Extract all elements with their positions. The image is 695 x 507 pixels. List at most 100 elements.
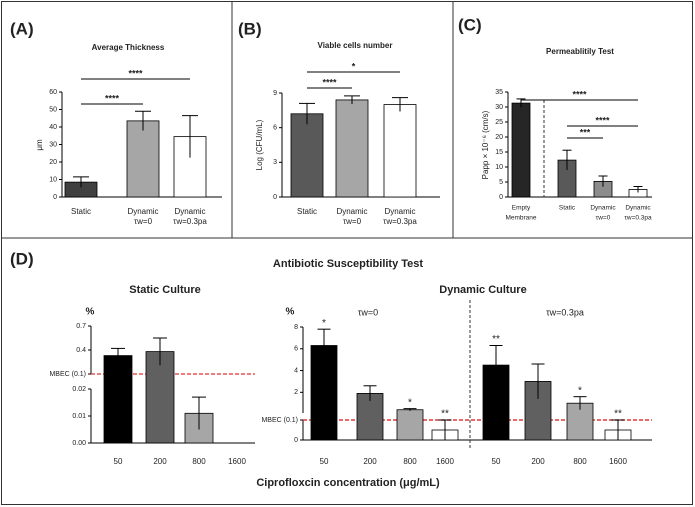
x-tick-label: τw=0: [596, 215, 611, 222]
x-tick-label: 1600: [609, 457, 627, 466]
y-tick-label: 30: [495, 104, 503, 111]
y-tick-label: 0.02: [72, 386, 86, 393]
x-tick-label: Static: [559, 205, 576, 212]
significance: ****: [128, 68, 143, 78]
x-tick-label: 50: [320, 457, 329, 466]
y-tick-label: 9: [273, 90, 277, 97]
x-axis-label: Ciprofloxcin concentration (μg/mL): [256, 477, 440, 489]
x-tick-label: 200: [153, 457, 167, 466]
y-tick-label: 0.4: [76, 347, 86, 354]
significance: *: [322, 318, 326, 329]
y-tick-label: 0: [294, 437, 298, 444]
y-tick-label: 2: [294, 389, 298, 396]
significance: *: [578, 385, 582, 396]
x-tick-label: Dynamic: [127, 207, 158, 216]
y-tick-label: 0.7: [76, 323, 86, 330]
y-axis-label: %: [286, 307, 295, 318]
y-tick-label: 8: [294, 324, 298, 331]
x-tick-label: 800: [403, 457, 417, 466]
y-tick-label: 15: [495, 149, 503, 156]
bar: [310, 345, 338, 441]
panel-label: (B): [238, 19, 262, 38]
bar: [511, 102, 531, 198]
y-tick-label: 10: [49, 176, 57, 183]
x-tick-label: 800: [573, 457, 587, 466]
chart-title: Permeablitily Test: [546, 47, 614, 56]
significance: ***: [580, 127, 591, 137]
y-tick-label: 0: [53, 194, 57, 201]
x-tick-label: 800: [192, 457, 206, 466]
bar: [396, 409, 424, 441]
significance: **: [492, 334, 500, 345]
x-tick-label: 50: [492, 457, 501, 466]
y-tick-label: 0.01: [72, 413, 86, 420]
x-tick-label: Dynamic: [384, 207, 415, 216]
group-label: τw=0.3pa: [546, 307, 584, 317]
bar: [290, 113, 324, 198]
group-label: τw=0: [358, 307, 378, 317]
y-tick-label: 5: [499, 179, 503, 186]
bar: [383, 104, 417, 198]
x-tick-label: Dynamic: [336, 207, 367, 216]
x-tick-label: Static: [297, 207, 317, 216]
y-axis-label: Papp × 10⁻⁶ (cm/s): [481, 110, 490, 179]
panel-label: (A): [10, 19, 34, 38]
chart-title: Static Culture: [129, 284, 201, 296]
y-tick-label: 50: [49, 106, 57, 113]
y-tick-label: MBEC (0.1): [49, 371, 86, 378]
y-tick-label: 60: [49, 89, 57, 96]
x-tick-label: τw=0: [134, 217, 153, 226]
chart-title: Dynamic Culture: [439, 284, 526, 296]
y-tick-label: 10: [495, 164, 503, 171]
x-tick-label: Empty: [512, 205, 531, 212]
y-tick-label: 0.00: [72, 440, 86, 447]
x-tick-label: 1600: [436, 457, 454, 466]
y-tick-label: 25: [495, 119, 503, 126]
x-tick-label: Dynamic: [590, 205, 616, 212]
significance: **: [441, 409, 449, 420]
x-tick-label: Static: [71, 207, 91, 216]
x-tick-label: τw=0.3pa: [173, 217, 207, 226]
panel-label: (C): [458, 15, 482, 34]
significance: ****: [595, 115, 610, 125]
x-tick-label: 200: [363, 457, 377, 466]
y-tick-label: 35: [495, 89, 503, 96]
y-tick-label: MBEC (0.1): [261, 417, 298, 424]
y-tick-label: 6: [273, 125, 277, 132]
panel-label: (D): [10, 249, 34, 268]
significance: *: [352, 61, 356, 71]
x-tick-label: τw=0: [343, 217, 362, 226]
y-tick-label: 3: [273, 159, 277, 166]
y-axis-label: %: [86, 307, 95, 318]
y-axis-label: μm: [35, 139, 44, 151]
significance: *: [408, 397, 412, 408]
bar: [103, 355, 133, 444]
chart-title: Average Thickness: [92, 43, 165, 52]
y-tick-label: 0: [273, 194, 277, 201]
x-tick-label: Membrane: [505, 215, 536, 222]
y-tick-label: 0: [499, 194, 503, 201]
significance: ****: [322, 77, 337, 87]
y-tick-label: 6: [294, 346, 298, 353]
bar: [335, 99, 369, 198]
significance: ****: [105, 93, 120, 103]
x-tick-label: 1600: [228, 457, 246, 466]
x-tick-label: Dynamic: [174, 207, 205, 216]
bar: [145, 351, 175, 444]
chart-title: Viable cells number: [318, 41, 393, 50]
x-tick-label: 50: [114, 457, 123, 466]
x-tick-label: τw=0.3pa: [383, 217, 417, 226]
panel-title: Antibiotic Susceptibility Test: [273, 258, 423, 270]
bar: [126, 120, 160, 198]
x-tick-label: 200: [531, 457, 545, 466]
y-axis-label: Log (CFU/mL): [255, 119, 264, 170]
y-tick-label: 20: [495, 134, 503, 141]
significance: **: [614, 409, 622, 420]
x-tick-label: Dynamic: [625, 205, 651, 212]
x-tick-label: τw=0.3pa: [624, 215, 652, 222]
y-tick-label: 30: [49, 141, 57, 148]
y-tick-label: 20: [49, 159, 57, 166]
y-tick-label: 40: [49, 124, 57, 131]
